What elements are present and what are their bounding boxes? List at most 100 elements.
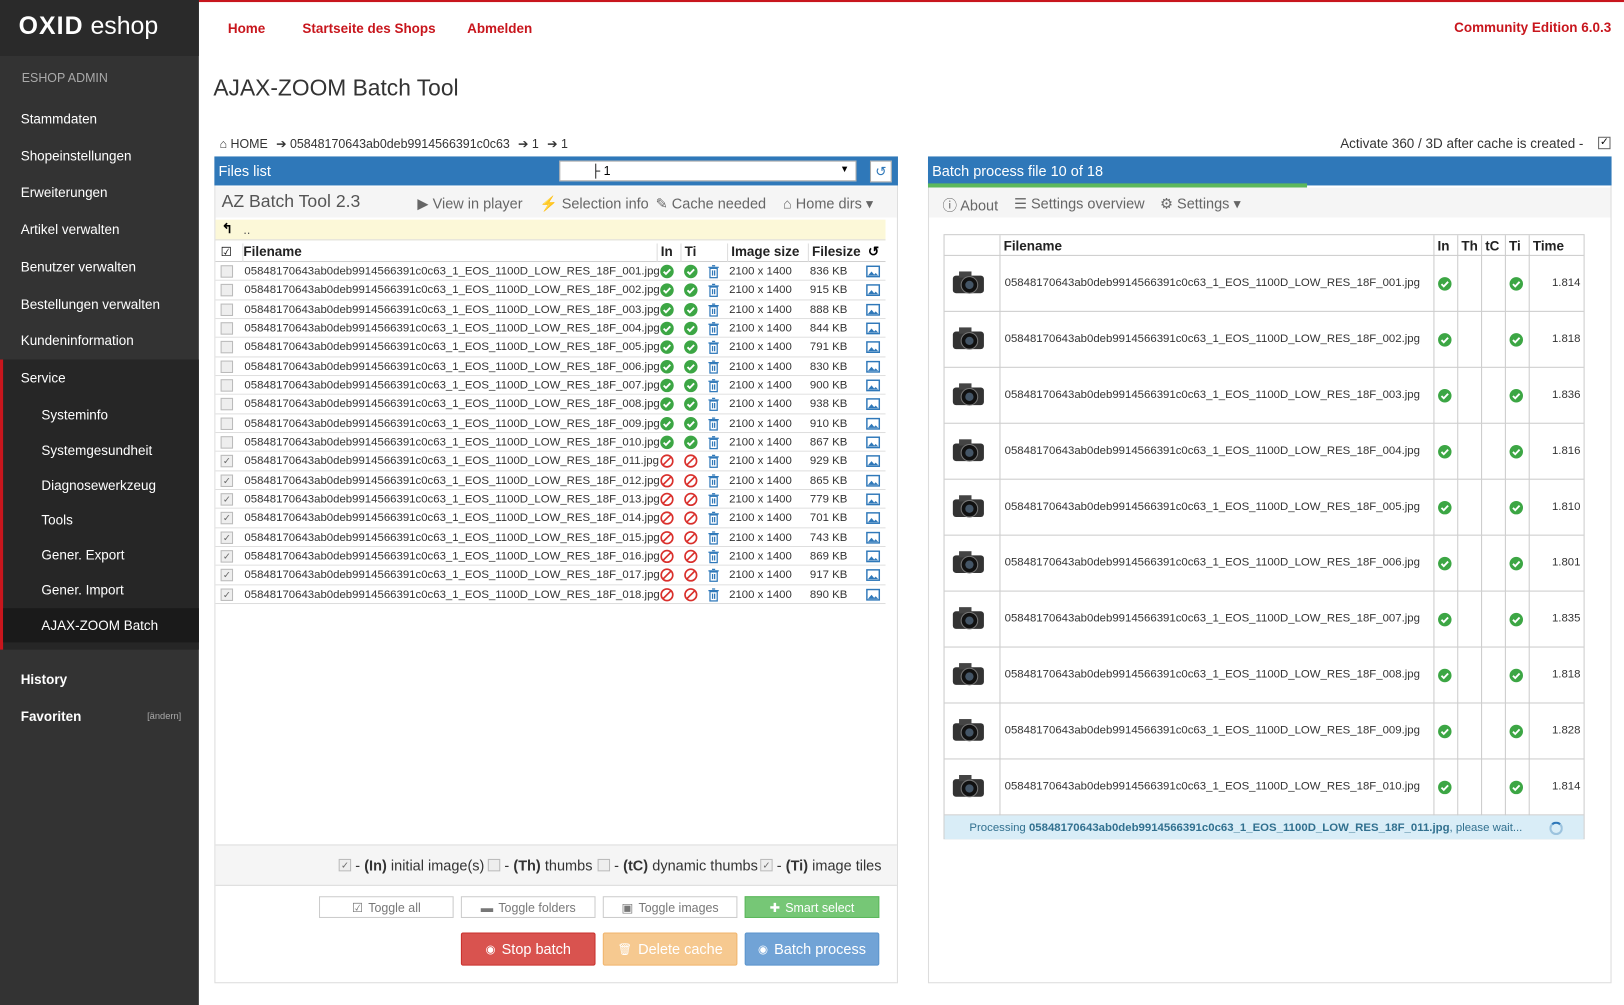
checkbox[interactable] xyxy=(220,436,234,449)
parent-row[interactable] xyxy=(215,219,886,241)
button[interactable]: ✚ Smart select xyxy=(744,896,880,918)
breadcrumb-item[interactable]: ➔ 1 xyxy=(518,137,539,152)
checkbox[interactable] xyxy=(220,322,234,335)
legend-item[interactable]: ✓ - (Ti) image tiles xyxy=(760,857,881,873)
toolbar-item[interactable]: ☰ Settings overview xyxy=(1014,195,1145,213)
checkbox[interactable]: ✓ xyxy=(220,550,234,563)
action-button[interactable]: ◉ Stop batch xyxy=(460,932,596,966)
checkbox[interactable] xyxy=(220,341,234,354)
row-checkbox[interactable] xyxy=(220,322,234,335)
header-checkbox[interactable]: ☑ xyxy=(220,244,232,260)
breadcrumb-item[interactable]: ➔ 1 xyxy=(547,137,568,152)
delete-cache[interactable] xyxy=(706,568,720,588)
button[interactable]: ☑ Toggle all xyxy=(318,896,454,918)
preview[interactable] xyxy=(866,530,881,550)
preview[interactable] xyxy=(866,454,881,474)
delete-cache[interactable] xyxy=(706,321,720,341)
activate-checkbox[interactable]: ✓ xyxy=(1598,136,1611,150)
menu-item[interactable]: Bestellungen verwalten xyxy=(20,295,160,312)
row-checkbox[interactable]: ✓ xyxy=(220,512,234,525)
legend-item[interactable]: ✓ - (In) initial image(s) xyxy=(338,857,484,873)
menu-item[interactable]: Service xyxy=(20,369,66,386)
toolbar-item[interactable]: ▶ View in player xyxy=(417,195,522,213)
menu-item[interactable]: Artikel verwalten xyxy=(20,221,120,238)
row-checkbox[interactable] xyxy=(220,360,234,373)
checkbox[interactable] xyxy=(220,360,234,373)
preview[interactable] xyxy=(866,549,881,569)
row-checkbox[interactable] xyxy=(220,398,234,411)
thumbnail-cell[interactable] xyxy=(949,322,990,362)
breadcrumb-item[interactable]: ⌂ HOME xyxy=(220,137,268,152)
checkbox[interactable]: ✓ xyxy=(338,858,352,872)
row-checkbox[interactable]: ✓ xyxy=(220,569,234,582)
checkbox[interactable] xyxy=(220,417,234,430)
checkbox[interactable] xyxy=(220,284,234,297)
preview[interactable] xyxy=(866,473,881,493)
delete-cache[interactable] xyxy=(706,549,720,569)
preview[interactable] xyxy=(866,302,881,322)
row-checkbox[interactable] xyxy=(220,417,234,430)
toolbar-item[interactable]: ⚡ Selection info xyxy=(540,195,649,213)
preview[interactable] xyxy=(866,435,881,455)
delete-cache[interactable] xyxy=(706,416,720,436)
thumbnail-cell[interactable] xyxy=(949,546,990,586)
delete-cache[interactable] xyxy=(706,587,720,607)
menu-item[interactable]: History xyxy=(20,671,68,687)
toolbar-item[interactable]: ⚙ Settings ▾ xyxy=(1159,194,1241,212)
delete-cache[interactable] xyxy=(706,397,720,417)
submenu-item[interactable]: Tools xyxy=(41,512,73,528)
checkbox[interactable]: ✓ xyxy=(220,531,234,544)
row-checkbox[interactable]: ✓ xyxy=(220,588,234,601)
menu-item[interactable]: Favoriten xyxy=(20,708,82,725)
preview[interactable] xyxy=(866,283,881,303)
row-checkbox[interactable]: ✓ xyxy=(220,550,234,563)
preview[interactable] xyxy=(866,321,881,341)
legend-item[interactable]: - (Th) thumbs xyxy=(487,857,592,873)
delete-cache[interactable] xyxy=(706,473,720,493)
preview[interactable] xyxy=(866,416,881,436)
favorites-edit[interactable]: [ändern] xyxy=(147,710,182,722)
submenu-item[interactable]: Gener. Export xyxy=(41,547,125,563)
delete-cache[interactable] xyxy=(706,454,720,474)
delete-cache[interactable] xyxy=(706,359,720,379)
row-checkbox[interactable] xyxy=(220,265,234,278)
nav-link[interactable]: Startseite des Shops xyxy=(302,20,436,37)
menu-item[interactable]: Erweiterungen xyxy=(20,184,108,201)
checkbox[interactable]: ✓ xyxy=(220,474,234,487)
delete-cache[interactable] xyxy=(706,530,720,550)
menu-item[interactable]: Shopeinstellungen xyxy=(20,147,132,164)
checkbox[interactable]: ✓ xyxy=(220,455,234,468)
row-checkbox[interactable]: ✓ xyxy=(220,474,234,487)
checkbox[interactable] xyxy=(220,265,234,278)
refresh-col[interactable]: ↺ xyxy=(867,243,880,260)
action-button[interactable]: ◉ Batch process xyxy=(744,932,880,966)
toolbar-item[interactable]: ⓘ About xyxy=(942,195,998,216)
toolbar-item[interactable]: ✎ Cache needed xyxy=(656,195,767,213)
thumbnail-cell[interactable] xyxy=(949,714,990,754)
preview[interactable] xyxy=(866,511,881,531)
preview[interactable] xyxy=(866,492,881,512)
delete-cache[interactable] xyxy=(706,435,720,455)
button[interactable]: ▬ Toggle folders xyxy=(460,896,596,918)
preview[interactable] xyxy=(866,397,881,417)
action-button[interactable]: 🗑 Delete cache xyxy=(602,932,738,966)
button[interactable]: ▣ Toggle images xyxy=(602,896,738,918)
delete-cache[interactable] xyxy=(706,283,720,303)
toolbar-item[interactable]: ⌂ Home dirs ▾ xyxy=(782,194,874,212)
delete-cache[interactable] xyxy=(706,264,720,284)
legend-item[interactable]: - (tC) dynamic thumbs xyxy=(597,857,758,873)
checkbox[interactable] xyxy=(597,858,611,872)
refresh-button[interactable]: ↺ xyxy=(869,160,892,183)
preview[interactable] xyxy=(866,568,881,588)
delete-cache[interactable] xyxy=(706,378,720,398)
checkbox[interactable]: ✓ xyxy=(220,493,234,506)
checkbox[interactable]: ✓ xyxy=(220,512,234,525)
row-checkbox[interactable] xyxy=(220,436,234,449)
checkbox[interactable] xyxy=(487,858,501,872)
delete-cache[interactable] xyxy=(706,511,720,531)
checkbox[interactable] xyxy=(220,303,234,316)
submenu-item[interactable]: Diagnosewerkzeug xyxy=(41,477,156,493)
submenu-item[interactable]: Systeminfo xyxy=(41,407,109,423)
row-checkbox[interactable] xyxy=(220,303,234,316)
checkbox[interactable]: ✓ xyxy=(220,569,234,582)
